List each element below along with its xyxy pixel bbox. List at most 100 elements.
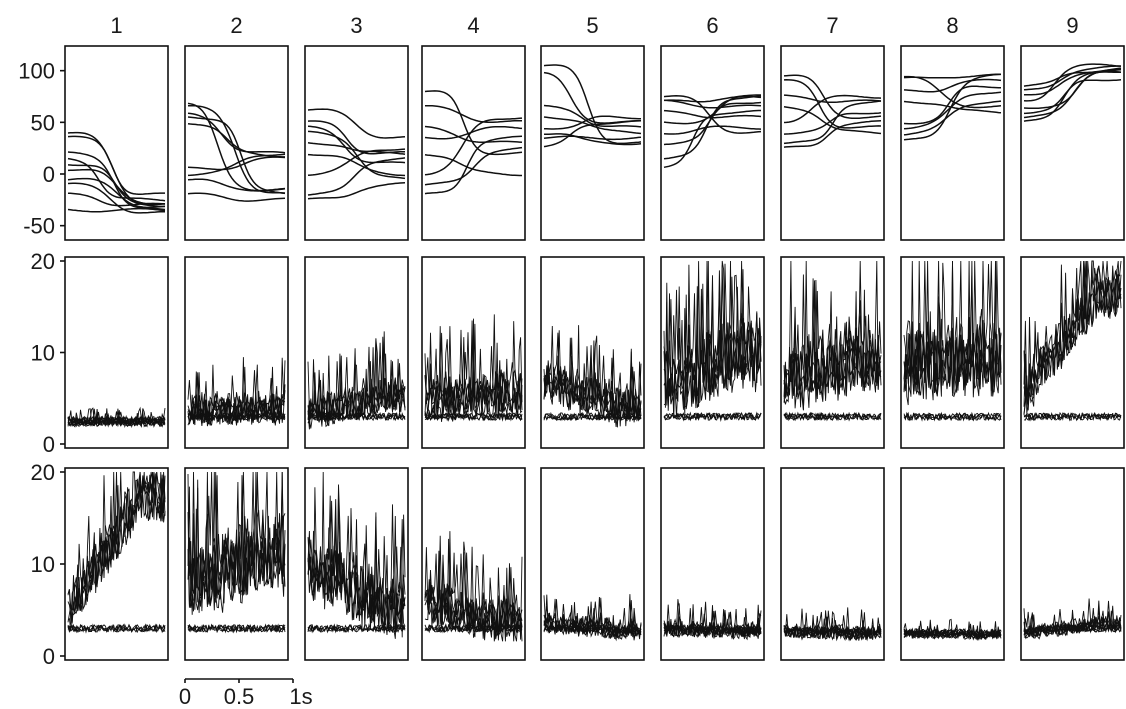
panel-top-col-2 [184,45,289,241]
y-tick-label-bottom-2: 20 [31,460,55,485]
trace-line [307,623,406,633]
panel-frame [304,256,409,449]
panel-frame [1020,467,1125,661]
panel-frame [540,45,645,241]
trace-line [903,411,1002,422]
trace-line [307,182,406,200]
trace-line [307,125,406,164]
trace-line [543,133,642,146]
trace-line [1023,623,1122,636]
column-label-6: 6 [706,13,718,38]
panel-bottom-col-6 [660,467,765,661]
column-label-7: 7 [826,13,838,38]
trace-line [307,157,406,196]
scale-bar-label-2: 1s [289,684,312,709]
panel-frame [1020,45,1125,241]
panel-middle-col-1 [64,256,169,449]
trace-line [783,617,882,642]
panel-frame [184,45,289,241]
trace-line [187,156,286,171]
trace-line [543,120,642,148]
trace-line [1023,609,1122,640]
panel-bottom-col-4 [421,467,526,661]
panel-frame [304,467,409,661]
trace-line [67,192,166,207]
trace-line [1023,63,1122,102]
trace-line [543,64,642,145]
trace-line [663,99,762,109]
panel-middle-col-6 [660,256,765,449]
trace-line [903,624,1002,640]
trace-line [664,599,762,637]
column-labels: 1 2 3 4 5 6 7 8 9 [110,13,1078,38]
trace-line [187,104,286,194]
trace-line [307,142,406,155]
trace-line [1023,598,1122,637]
trace-line [424,104,523,124]
trace-line [67,207,166,213]
y-tick-label-top-0: -50 [23,214,55,239]
panels [64,45,1125,661]
panel-frame [540,467,645,661]
panel-frame [64,256,169,449]
trace-line [903,100,1002,114]
trace-line [307,130,406,180]
panel-bottom-col-5 [540,467,645,661]
trace-line [663,95,762,134]
column-label-1: 1 [110,13,122,38]
trace-line [663,610,762,639]
panel-frame [421,45,526,241]
y-tick-label-middle-0: 0 [43,432,55,457]
trace-line [67,182,165,214]
trace-line [67,135,165,195]
trace-line [783,112,882,135]
trace-line [663,109,761,169]
panel-frame [900,467,1005,661]
trace-line [783,100,882,145]
panel-frame [1020,256,1125,449]
panel-frame [184,256,289,449]
panel-frame [660,45,765,241]
trace-line [663,260,762,419]
trace-line [67,177,166,209]
column-label-2: 2 [230,13,242,38]
trace-line [903,621,1002,640]
column-label-4: 4 [467,13,479,38]
trace-line [424,125,523,140]
trace-line [903,260,1002,401]
trace-line [1023,613,1122,638]
trace-line [187,112,286,154]
trace-line [543,596,642,640]
panel-frame [660,467,765,661]
trace-line [187,624,286,634]
trace-line [783,411,882,422]
trace-line [424,547,523,640]
y-tick-label-top-2: 50 [31,110,55,135]
time-scale-bar: 0 0.5 1s [179,678,313,709]
trace-line [67,407,166,429]
panel-top-col-7 [780,45,885,241]
trace-line [543,115,641,130]
trace-line [307,338,406,429]
trace-line [187,357,286,426]
trace-line [67,471,166,630]
panel-middle-col-8 [900,256,1005,449]
scale-bar-label-0: 0 [179,684,191,709]
trace-line [67,408,166,428]
trace-line [663,125,762,135]
panel-middle-col-4 [421,256,526,449]
trace-line [1023,65,1121,91]
trace-line [187,623,286,634]
y-tick-label-bottom-1: 10 [31,552,55,577]
panel-top-col-9 [1020,45,1125,241]
trace-line [904,75,1002,109]
trace-line [424,135,523,195]
trace-line [1023,260,1122,416]
panel-top-col-8 [900,45,1005,241]
trace-line [424,117,523,176]
trace-line [783,94,882,104]
column-label-3: 3 [350,13,362,38]
trace-line [903,85,1001,125]
panel-middle-col-7 [780,256,885,449]
